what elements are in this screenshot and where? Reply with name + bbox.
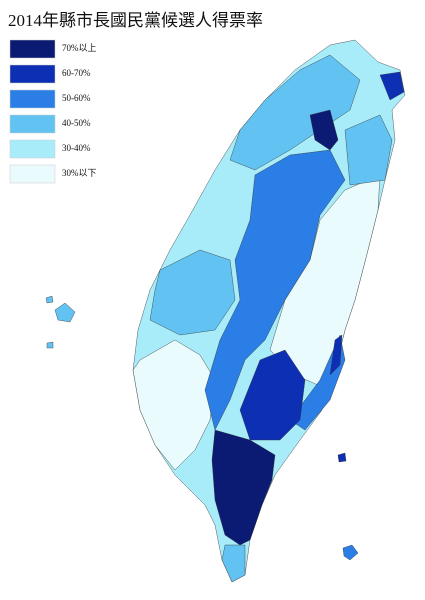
region-60-70 xyxy=(239,349,306,441)
island-penghu xyxy=(45,295,54,304)
region-70-plus xyxy=(309,109,339,151)
legend: 70%以上 60-70% 50-60% 40-50% 30-40% 30%以下 xyxy=(9,39,97,184)
legend-swatch xyxy=(9,64,56,84)
region-40-50 xyxy=(149,249,236,336)
legend-label: 50-60% xyxy=(62,93,91,103)
legend-label: 40-50% xyxy=(62,118,91,128)
legend-label: 60-70% xyxy=(62,68,91,78)
legend-swatch xyxy=(9,164,56,184)
region-40-50 xyxy=(221,544,246,583)
island-penghu xyxy=(54,302,76,323)
region-40-50 xyxy=(344,114,393,186)
island-penghu xyxy=(46,341,54,349)
legend-swatch xyxy=(9,139,56,159)
map-title: 2014年縣市長國民黨候選人得票率 xyxy=(8,11,263,30)
region-50-60 xyxy=(204,149,346,431)
region-70-plus xyxy=(211,429,276,546)
legend-swatch xyxy=(9,89,56,109)
region-low xyxy=(132,339,216,471)
legend-label: 30-40% xyxy=(62,143,91,153)
island-orchid xyxy=(342,544,359,561)
legend-label: 30%以下 xyxy=(62,168,97,178)
region-60-70 xyxy=(379,71,405,101)
legend-swatch xyxy=(9,114,56,134)
legend-swatch xyxy=(9,39,56,59)
region-60-70 xyxy=(329,334,343,376)
island-green xyxy=(337,452,347,463)
legend-label: 70%以上 xyxy=(62,43,97,53)
taiwan xyxy=(45,39,406,583)
